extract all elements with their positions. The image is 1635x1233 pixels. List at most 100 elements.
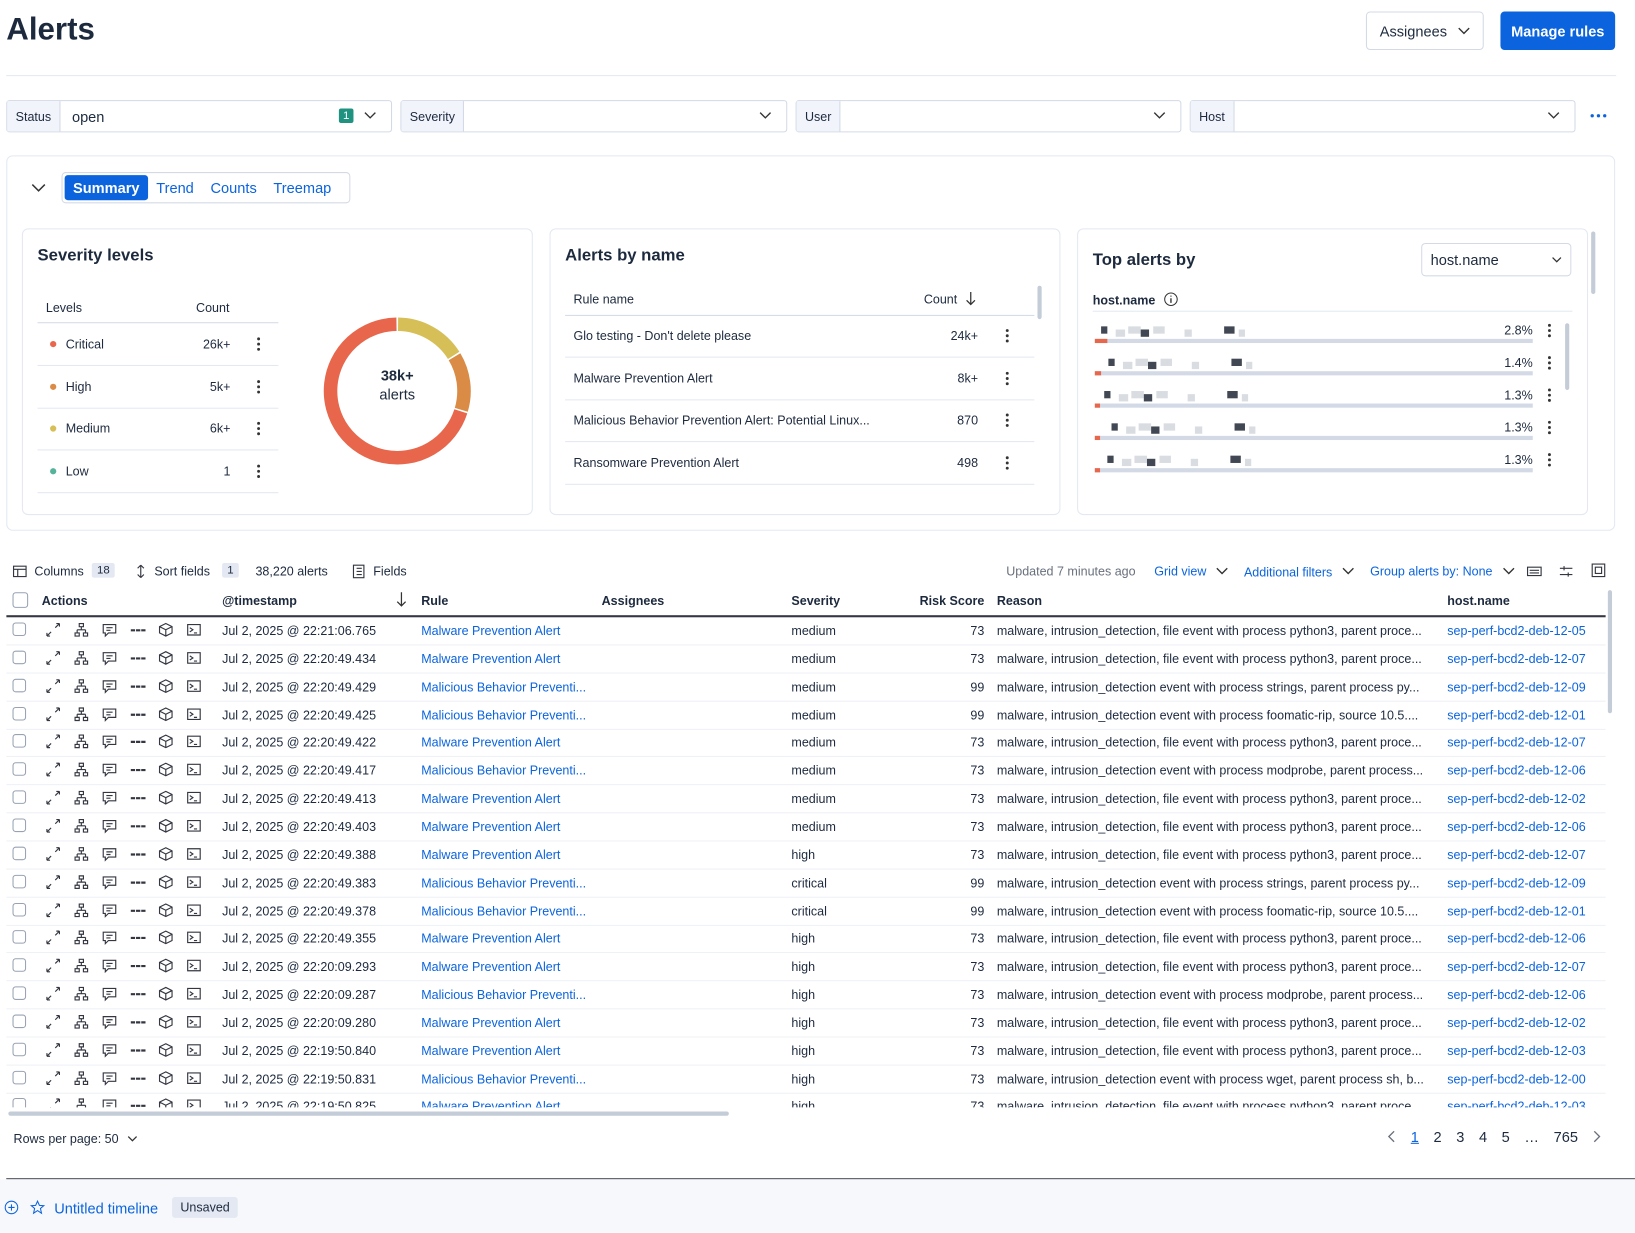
tab[interactable]: Summary <box>65 175 148 200</box>
row-action[interactable] <box>158 790 173 805</box>
cell[interactable]: Malware Prevention Alert <box>421 1099 560 1107</box>
field-select[interactable]: host.name <box>1421 243 1571 276</box>
more-icon[interactable] <box>1590 113 1607 119</box>
row-action[interactable] <box>130 818 145 833</box>
cell[interactable]: sep-perf-bcd2-deb-12-09 <box>1447 680 1605 695</box>
row-checkbox[interactable] <box>13 874 27 888</box>
row-action[interactable] <box>102 1042 117 1057</box>
row-action[interactable] <box>102 958 117 973</box>
page-arrow[interactable] <box>1387 1130 1395 1143</box>
row-action[interactable] <box>158 1098 173 1107</box>
row-action[interactable] <box>74 790 89 805</box>
row-action[interactable] <box>130 1014 145 1029</box>
row-action[interactable] <box>187 650 202 665</box>
row-action[interactable] <box>74 846 89 861</box>
row-action[interactable] <box>187 958 202 973</box>
favorite-icon[interactable] <box>30 1200 45 1215</box>
row-action[interactable] <box>102 902 117 917</box>
cell[interactable]: sep-perf-bcd2-deb-12-06 <box>1447 931 1605 946</box>
row-action[interactable] <box>187 790 202 805</box>
cell[interactable]: Malware Prevention Alert <box>421 652 560 667</box>
row-checkbox[interactable] <box>13 930 27 944</box>
row-action[interactable] <box>187 818 202 833</box>
row-action[interactable] <box>46 1098 61 1107</box>
row-action[interactable] <box>102 1070 117 1085</box>
fields-button[interactable]: Fields <box>373 564 406 579</box>
row-action[interactable] <box>74 1042 89 1057</box>
row-action[interactable] <box>130 846 145 861</box>
row-action[interactable] <box>158 874 173 889</box>
row-action[interactable] <box>187 762 202 777</box>
toolbar-icon[interactable] <box>1591 563 1606 578</box>
column-header[interactable]: Assignees <box>602 593 665 608</box>
row-action[interactable] <box>102 818 117 833</box>
row-checkbox[interactable] <box>13 1098 27 1107</box>
row-checkbox[interactable] <box>13 706 27 720</box>
filter-control[interactable]: User <box>796 100 1182 132</box>
row-checkbox[interactable] <box>13 1014 27 1028</box>
row-action[interactable] <box>130 678 145 693</box>
cell[interactable]: Malicious Behavior Preventi... <box>421 987 586 1002</box>
row-action[interactable] <box>74 958 89 973</box>
row-action[interactable] <box>102 678 117 693</box>
row-checkbox[interactable] <box>13 650 27 664</box>
row-action[interactable] <box>130 874 145 889</box>
cell[interactable]: Malware Prevention Alert <box>421 931 560 946</box>
cell[interactable]: Malware Prevention Alert <box>421 1015 560 1030</box>
info-icon[interactable] <box>1164 292 1179 307</box>
row-action[interactable] <box>187 706 202 721</box>
menu-icon[interactable] <box>1005 455 1009 470</box>
row-action[interactable] <box>46 790 61 805</box>
row-action[interactable] <box>187 622 202 637</box>
row-action[interactable] <box>187 1070 202 1085</box>
page-link[interactable]: … <box>1517 1128 1546 1145</box>
menu-icon[interactable] <box>1005 328 1009 343</box>
row-action[interactable] <box>74 1014 89 1029</box>
menu-icon[interactable] <box>1005 413 1009 428</box>
row-action[interactable] <box>158 650 173 665</box>
cell[interactable]: sep-perf-bcd2-deb-12-07 <box>1447 736 1605 751</box>
row-action[interactable] <box>74 650 89 665</box>
row-action[interactable] <box>187 1014 202 1029</box>
assignees-button[interactable]: Assignees <box>1366 11 1484 50</box>
timeline-toggle[interactable] <box>4 1200 19 1215</box>
cell[interactable]: Malware Prevention Alert <box>421 819 560 834</box>
cell[interactable]: Malware Prevention Alert <box>421 959 560 974</box>
row-action[interactable] <box>102 790 117 805</box>
sort-icon[interactable] <box>966 292 976 306</box>
cell[interactable]: Malware Prevention Alert <box>421 848 560 863</box>
cell[interactable]: Malicious Behavior Preventi... <box>421 708 586 723</box>
page-link[interactable]: 4 <box>1472 1128 1495 1145</box>
row-action[interactable] <box>102 706 117 721</box>
header-checkbox[interactable] <box>13 592 29 608</box>
collapse-icon[interactable] <box>31 184 46 193</box>
row-action[interactable] <box>158 1042 173 1057</box>
row-action[interactable] <box>130 762 145 777</box>
cell[interactable]: sep-perf-bcd2-deb-12-07 <box>1447 848 1605 863</box>
sort-icon[interactable] <box>396 592 406 607</box>
row-action[interactable] <box>74 902 89 917</box>
row-action[interactable] <box>187 874 202 889</box>
row-action[interactable] <box>46 678 61 693</box>
cell[interactable]: sep-perf-bcd2-deb-12-06 <box>1447 764 1605 779</box>
column-header[interactable]: Severity <box>791 593 840 608</box>
row-action[interactable] <box>46 986 61 1001</box>
cell[interactable]: sep-perf-bcd2-deb-12-03 <box>1447 1043 1605 1058</box>
page-link[interactable]: 2 <box>1426 1128 1449 1145</box>
cell[interactable]: Malware Prevention Alert <box>421 1043 560 1058</box>
row-action[interactable] <box>46 706 61 721</box>
menu-icon[interactable] <box>257 337 261 352</box>
cell[interactable]: sep-perf-bcd2-deb-12-07 <box>1447 959 1605 974</box>
filter-control[interactable]: Host <box>1190 100 1576 132</box>
row-checkbox[interactable] <box>13 678 27 692</box>
row-checkbox[interactable] <box>13 734 27 748</box>
page-arrow[interactable] <box>1594 1130 1602 1143</box>
row-action[interactable] <box>102 762 117 777</box>
row-action[interactable] <box>46 622 61 637</box>
row-action[interactable] <box>130 734 145 749</box>
tab[interactable]: Treemap <box>265 175 340 200</box>
sort-button[interactable]: Sort fields <box>154 564 210 579</box>
row-action[interactable] <box>102 734 117 749</box>
menu-icon[interactable] <box>257 379 261 394</box>
cell[interactable]: sep-perf-bcd2-deb-12-03 <box>1447 1099 1605 1107</box>
